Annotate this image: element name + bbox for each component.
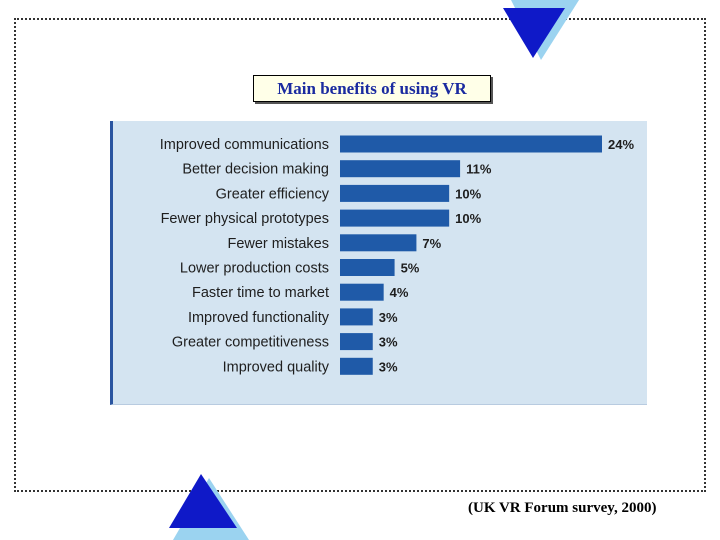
category-label: Improved quality bbox=[223, 359, 330, 375]
value-label: 3% bbox=[379, 310, 398, 325]
bar bbox=[340, 209, 450, 227]
value-label: 5% bbox=[401, 261, 420, 276]
top-triangle-shape bbox=[503, 8, 565, 58]
value-label: 4% bbox=[390, 285, 409, 300]
source-note: (UK VR Forum survey, 2000) bbox=[468, 500, 657, 516]
bar bbox=[340, 259, 395, 276]
bar bbox=[340, 160, 461, 178]
category-label: Fewer physical prototypes bbox=[161, 211, 329, 227]
bar bbox=[340, 308, 373, 326]
bottom-triangle-shape bbox=[169, 474, 237, 528]
value-label: 11% bbox=[466, 162, 492, 177]
slide-frame bbox=[14, 18, 706, 492]
value-label: 3% bbox=[379, 359, 398, 374]
category-label: Fewer mistakes bbox=[227, 236, 329, 252]
bar bbox=[340, 283, 384, 301]
chart-title: Main benefits of using VR bbox=[253, 75, 491, 102]
category-label: Greater competitiveness bbox=[172, 335, 329, 351]
category-label: Greater efficiency bbox=[216, 186, 330, 202]
category-label: Better decision making bbox=[182, 162, 329, 178]
category-label: Improved functionality bbox=[188, 310, 330, 326]
category-label: Lower production costs bbox=[180, 261, 329, 277]
bottom-triangle-icon bbox=[169, 474, 249, 540]
bar bbox=[340, 234, 417, 252]
value-label: 7% bbox=[422, 236, 441, 251]
category-label: Faster time to market bbox=[192, 285, 329, 301]
category-label: Improved communications bbox=[160, 137, 329, 153]
bar bbox=[340, 184, 450, 202]
value-label: 3% bbox=[379, 335, 398, 350]
chart-panel: Improved communications 24% Better decisio… bbox=[110, 121, 647, 405]
value-label: 24% bbox=[608, 137, 634, 152]
bar bbox=[340, 357, 373, 375]
value-label: 10% bbox=[455, 211, 481, 226]
top-triangle-icon bbox=[503, 0, 579, 60]
value-label: 10% bbox=[455, 186, 481, 201]
bar bbox=[340, 135, 602, 153]
bar bbox=[340, 333, 373, 351]
bar-chart: Improved communications 24% Better decisio… bbox=[160, 135, 634, 375]
